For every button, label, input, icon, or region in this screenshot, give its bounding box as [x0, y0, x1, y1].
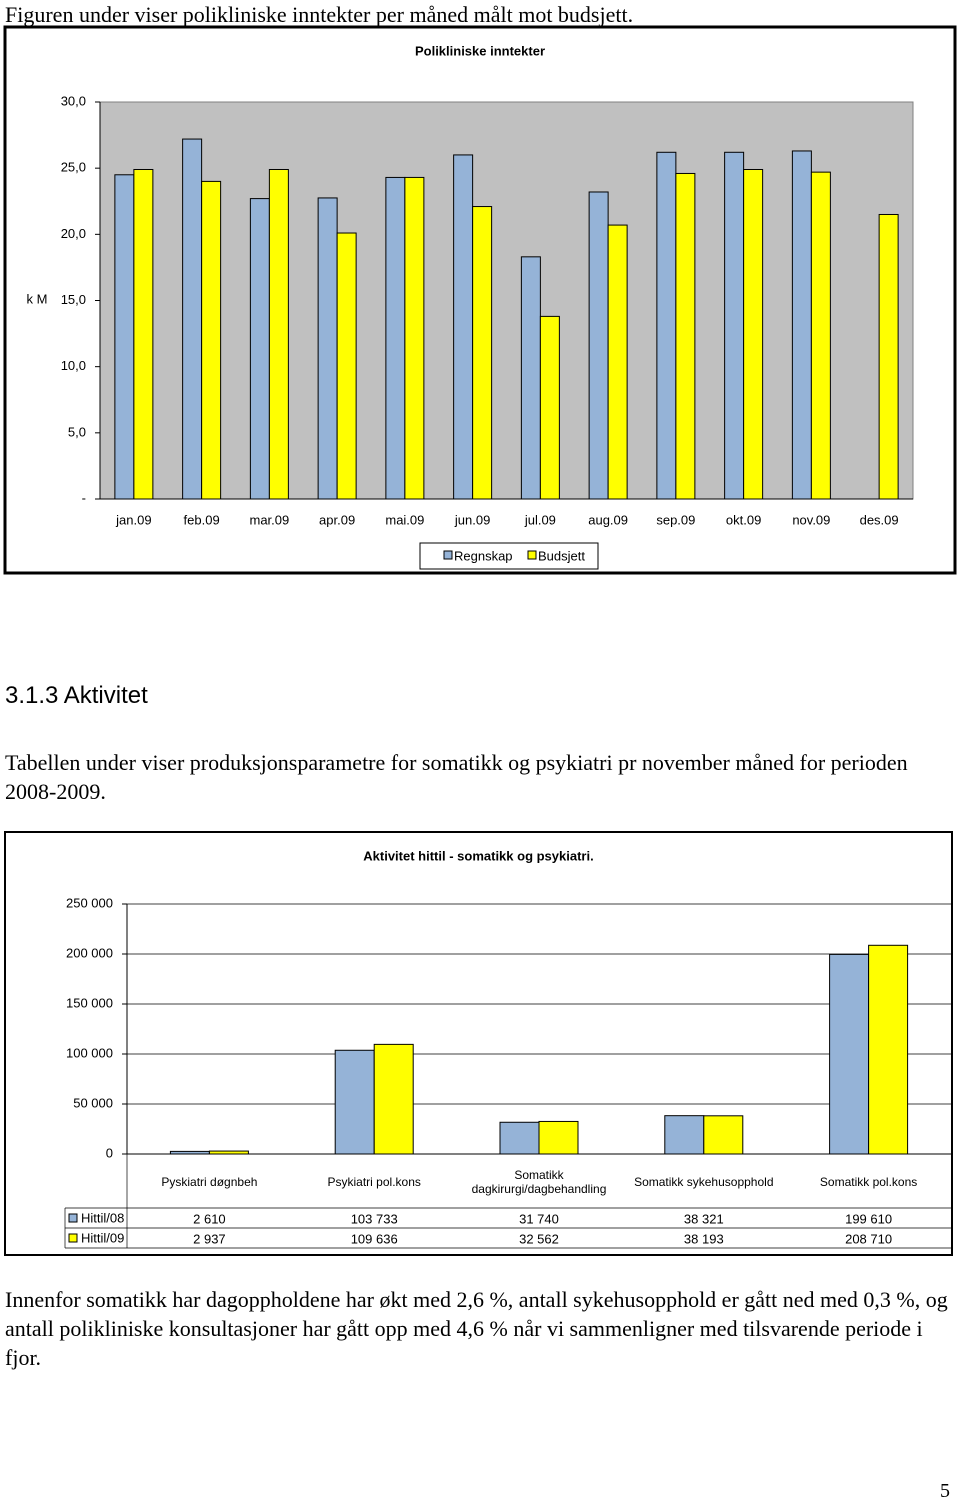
bar — [829, 953, 870, 1155]
y-axis-label: k M — [27, 291, 48, 306]
bar — [472, 206, 493, 500]
y-tick-label: 25,0 — [61, 160, 86, 175]
bar — [404, 176, 425, 500]
y-tick-label: 30,0 — [61, 93, 86, 108]
legend-label: Regnskap — [454, 548, 513, 563]
category-label-box: Psykiatri pol.kons — [327, 1175, 421, 1189]
paragraph: Innenfor somatikk har dagoppholdene har … — [5, 1287, 948, 1370]
y-tick-label: 50 000 — [73, 1095, 113, 1110]
bar — [201, 180, 222, 500]
bar — [334, 1049, 375, 1155]
bar — [724, 151, 745, 500]
x-tick-label: sep.09 — [656, 512, 695, 527]
x-tick-label: des.09 — [860, 512, 899, 527]
x-tick-label: okt.09 — [726, 512, 761, 527]
bar — [268, 168, 289, 500]
bar — [169, 1150, 210, 1155]
x-tick-label: Pyskiatri døgnbeh — [161, 1175, 258, 1189]
section-heading: 3.1.3 Aktivitet — [5, 682, 148, 709]
data-label: 31 740 — [519, 1211, 559, 1226]
bar — [538, 1120, 579, 1155]
x-tick-label: Psykiatri pol.kons — [327, 1175, 421, 1189]
bar — [336, 232, 357, 500]
y-tick-label: 200 000 — [66, 945, 113, 960]
bar — [868, 944, 909, 1155]
x-tick-label: mar.09 — [250, 512, 290, 527]
paragraph: Tabellen under viser produksjonsparametr… — [5, 750, 908, 804]
category-label-box: Somatikk sykehusopphold — [634, 1175, 774, 1189]
bar — [878, 213, 899, 500]
category-label-box: Somatikk dagkirurgi/dagbehandling — [471, 1168, 607, 1196]
x-tick-label: Somatikk dagkirurgi/dagbehandling — [471, 1168, 607, 1196]
x-tick-label: Somatikk pol.kons — [819, 1175, 918, 1189]
legend-swatch — [68, 1233, 78, 1243]
data-label: 2 610 — [193, 1211, 226, 1226]
legend-label: Budsjett — [538, 548, 585, 563]
data-label: 109 636 — [351, 1231, 398, 1246]
data-label: 103 733 — [351, 1211, 398, 1226]
bar — [520, 256, 541, 500]
x-tick-label: jan.09 — [115, 512, 151, 527]
bar — [114, 174, 135, 500]
bar — [588, 191, 609, 500]
x-tick-label: jun.09 — [454, 512, 490, 527]
x-tick-label: nov.09 — [792, 512, 830, 527]
bar — [703, 1115, 744, 1155]
bar — [499, 1121, 540, 1155]
bar — [317, 197, 338, 500]
data-label: 199 610 — [845, 1211, 892, 1226]
x-tick-label: apr.09 — [319, 512, 355, 527]
data-label: 32 562 — [519, 1231, 559, 1246]
intro-text: Figuren under viser polikliniske inntekt… — [5, 2, 634, 27]
y-tick-label: 15,0 — [61, 292, 86, 307]
bar — [453, 154, 474, 500]
y-tick-label: - — [82, 490, 86, 505]
legend-box — [419, 542, 599, 570]
y-tick-label: 250 000 — [66, 895, 113, 910]
y-tick-label: 5,0 — [68, 424, 86, 439]
x-tick-label: jul.09 — [524, 512, 556, 527]
y-tick-label: 0 — [106, 1145, 113, 1160]
bar — [373, 1043, 414, 1155]
chart-title: Aktivitet hittil - somatikk og psykiatri… — [363, 848, 593, 863]
legend-label: Hittil/09 — [81, 1230, 124, 1245]
bar — [810, 171, 831, 500]
chart-frame — [4, 831, 953, 1256]
x-tick-label: feb.09 — [184, 512, 220, 527]
bar — [539, 315, 560, 500]
bar — [249, 198, 270, 500]
bar — [607, 224, 628, 500]
bar — [385, 176, 406, 500]
category-label-box: Pyskiatri døgnbeh — [161, 1175, 258, 1189]
bar — [133, 168, 154, 500]
bar — [791, 150, 812, 500]
data-label: 38 193 — [684, 1231, 724, 1246]
y-tick-label: 100 000 — [66, 1045, 113, 1060]
category-label-box: Somatikk pol.kons — [819, 1175, 918, 1189]
legend-swatch — [527, 550, 537, 560]
bar — [208, 1150, 249, 1155]
legend-label: Hittil/08 — [81, 1210, 124, 1225]
data-label: 208 710 — [845, 1231, 892, 1246]
legend-swatch — [443, 550, 453, 560]
bar — [182, 138, 203, 500]
data-label: 38 321 — [684, 1211, 724, 1226]
legend-swatch — [68, 1213, 78, 1223]
y-tick-label: 20,0 — [61, 226, 86, 241]
data-label: 2 937 — [193, 1231, 226, 1246]
y-tick-label: 150 000 — [66, 995, 113, 1010]
bar — [664, 1115, 705, 1155]
x-tick-label: mai.09 — [385, 512, 424, 527]
bar — [675, 172, 696, 500]
bar — [743, 168, 764, 500]
chart-title: Polikliniske inntekter — [415, 43, 545, 58]
page-number: 5 — [940, 1480, 950, 1502]
plot-area — [99, 101, 914, 500]
y-tick-label: 10,0 — [61, 358, 86, 373]
x-tick-label: aug.09 — [588, 512, 628, 527]
bar — [656, 151, 677, 500]
x-tick-label: Somatikk sykehusopphold — [634, 1175, 774, 1189]
